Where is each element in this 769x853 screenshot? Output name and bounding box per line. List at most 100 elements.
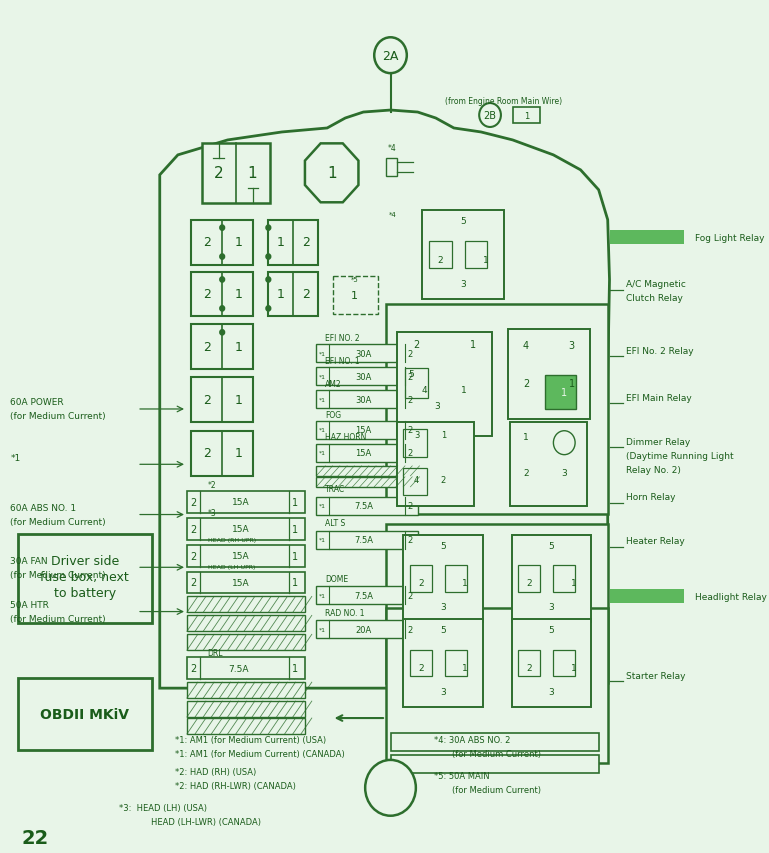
Bar [316,345,418,363]
Text: 15A: 15A [355,426,371,435]
Bar [18,678,151,750]
Circle shape [220,278,225,282]
Bar [316,531,418,549]
Bar [398,422,474,507]
Text: 2: 2 [418,578,424,588]
Bar [316,478,418,487]
Text: 1: 1 [235,235,242,249]
Text: 2: 2 [190,664,196,673]
Text: 2A: 2A [382,49,398,62]
Text: *3:  HEAD (LH) (USA): *3: HEAD (LH) (USA) [119,804,207,812]
Text: (for Medium Current): (for Medium Current) [452,750,541,758]
Text: 3: 3 [440,687,446,696]
Text: 1: 1 [571,664,577,672]
Bar [187,545,305,567]
Text: *1: *1 [319,397,326,402]
Text: 1: 1 [523,432,528,442]
Text: *1: *1 [319,428,326,433]
Text: HEAD (LH-LWR) (CANADA): HEAD (LH-LWR) (CANADA) [151,817,261,827]
Text: 2: 2 [203,393,211,406]
Bar [518,650,541,676]
Text: 1: 1 [441,430,446,439]
Text: Heater Relay: Heater Relay [626,537,684,546]
Text: 2: 2 [203,287,211,300]
Text: 22: 22 [22,828,48,847]
Text: *2: HAD (RH) (USA): *2: HAD (RH) (USA) [175,768,256,776]
Text: 2B: 2B [484,111,497,121]
Text: *5: 50A MAIN: *5: 50A MAIN [434,771,490,780]
Bar [512,619,591,707]
Text: 2: 2 [203,235,211,249]
Text: 7.5A: 7.5A [354,536,373,544]
Text: *1: *1 [319,537,326,543]
Text: 2: 2 [408,502,413,511]
Text: (from Engine Room Main Wire): (from Engine Room Main Wire) [444,96,562,106]
Text: 3: 3 [561,468,567,478]
Bar [316,497,418,515]
Text: 1: 1 [291,664,298,673]
Circle shape [220,255,225,260]
Circle shape [365,760,416,815]
Text: *4: *4 [388,144,397,154]
Text: EFI NO. 2: EFI NO. 2 [325,334,360,342]
Text: 5: 5 [440,541,446,550]
Bar [316,391,418,409]
Text: DOME: DOME [325,574,348,583]
Text: 2: 2 [203,447,211,460]
Text: EFI NO. 1: EFI NO. 1 [325,357,360,365]
Text: 3: 3 [440,602,446,612]
Text: 3: 3 [549,602,554,612]
Text: 2: 2 [408,395,413,404]
Text: *2: HAD (RH-LWR) (CANADA): *2: HAD (RH-LWR) (CANADA) [175,781,296,791]
Bar [191,220,253,265]
Bar [316,444,418,462]
Circle shape [266,306,271,311]
Text: (for Medium Current): (for Medium Current) [11,412,106,421]
Polygon shape [305,144,358,203]
Text: *4: *4 [388,212,396,218]
Text: 60A POWER: 60A POWER [11,398,64,407]
Text: 3: 3 [549,687,554,696]
Text: *1: *1 [319,451,326,456]
Text: AM2: AM2 [325,380,342,388]
Bar [316,621,418,639]
Bar [508,330,590,420]
Bar [187,597,305,612]
Text: *3: *3 [208,508,216,518]
Text: 2: 2 [408,536,413,544]
Text: 1: 1 [471,340,476,350]
Text: 1: 1 [568,379,574,389]
Bar [386,159,397,177]
Bar [191,325,253,369]
Text: HEAD (LH-UPR): HEAD (LH-UPR) [208,565,255,569]
Text: 7.5A: 7.5A [354,591,373,601]
Text: 3: 3 [568,341,574,351]
Text: 2: 2 [190,497,196,508]
Bar [403,619,483,707]
Text: 4: 4 [421,386,427,394]
Bar [202,144,270,204]
Bar [518,566,541,592]
Text: Fog Light Relay: Fog Light Relay [695,233,765,242]
Text: 5: 5 [460,217,466,226]
Circle shape [220,306,225,311]
Bar [268,220,318,265]
Text: HEAD (RH-UPR): HEAD (RH-UPR) [208,537,256,543]
Bar [512,535,591,623]
Text: 2: 2 [190,577,196,588]
Bar [511,422,588,507]
Text: Relay No. 2): Relay No. 2) [626,465,681,474]
Text: 5: 5 [549,625,554,635]
Text: to battery: to battery [54,586,115,600]
Bar [422,211,504,300]
Text: 2: 2 [408,625,413,634]
Text: 1: 1 [235,287,242,300]
Bar [410,566,432,592]
Text: *1: *1 [319,627,326,632]
Text: fuse box, next: fuse box, next [40,571,129,583]
Text: 1: 1 [291,497,298,508]
Text: *1: *1 [319,374,326,380]
Text: OBDII MKiV: OBDII MKiV [40,707,129,722]
Bar [404,369,428,398]
Text: *1: *1 [11,453,21,462]
